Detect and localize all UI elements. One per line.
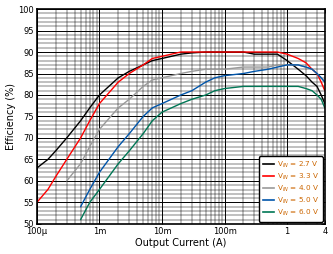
X-axis label: Output Current (A): Output Current (A) xyxy=(135,239,226,248)
Legend: V$_{IN}$ = 2.7 V, V$_{IN}$ = 3.3 V, V$_{IN}$ = 4.0 V, V$_{IN}$ = 5.0 V, V$_{IN}$: V$_{IN}$ = 2.7 V, V$_{IN}$ = 3.3 V, V$_{… xyxy=(259,156,323,222)
Y-axis label: Efficiency (%): Efficiency (%) xyxy=(6,83,16,150)
